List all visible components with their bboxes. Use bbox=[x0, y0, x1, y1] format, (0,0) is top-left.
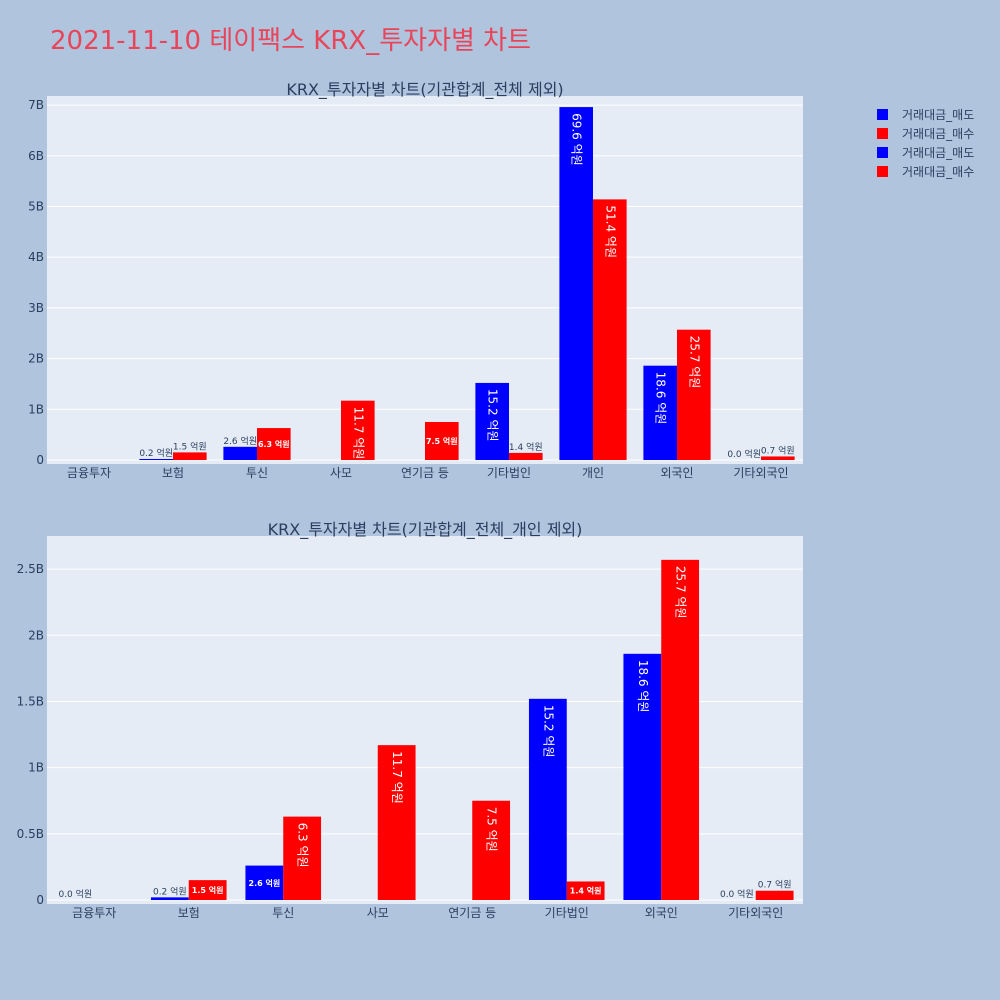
x-tick-label: 투신 bbox=[272, 906, 294, 920]
x-tick-label: 금융투자 bbox=[72, 906, 116, 920]
x-tick-label: 기타외국인 bbox=[728, 906, 783, 920]
bar-buy bbox=[509, 452, 543, 460]
x-tick-label: 보험 bbox=[178, 906, 200, 920]
y-tick-label: 0.5B bbox=[17, 827, 44, 841]
x-tick-label: 사모 bbox=[330, 466, 352, 480]
x-tick-label: 연기금 등 bbox=[448, 906, 496, 920]
data-label: 1.5 억원 bbox=[173, 440, 207, 452]
legend-label: 거래대금_매수 bbox=[902, 165, 974, 179]
bar-buy bbox=[755, 890, 794, 900]
bar-sell bbox=[559, 107, 593, 460]
legend-label: 거래대금_매도 bbox=[902, 146, 974, 160]
y-tick-label: 6B bbox=[28, 149, 44, 163]
y-tick-label: 0 bbox=[36, 453, 44, 467]
bar-buy bbox=[188, 880, 227, 900]
bar-sell bbox=[150, 897, 189, 900]
bar-sell bbox=[623, 653, 662, 900]
data-label: 0.0 억원 bbox=[727, 448, 761, 460]
chart-title: KRX_투자자별 차트(기관합계_전체_개인 제외) bbox=[268, 520, 583, 540]
y-tick-label: 7B bbox=[28, 98, 44, 112]
data-label: 0.7 억원 bbox=[761, 444, 795, 456]
bar-buy bbox=[341, 400, 375, 460]
x-tick-label: 투신 bbox=[246, 466, 268, 480]
x-tick-label: 외국인 bbox=[645, 906, 678, 920]
data-label: 0.0 억원 bbox=[720, 888, 754, 900]
data-label: 7.5 억원 bbox=[485, 807, 499, 852]
x-tick-label: 사모 bbox=[367, 906, 389, 920]
data-label: 18.6 억원 bbox=[636, 660, 650, 713]
data-label: 25.7 억원 bbox=[674, 566, 688, 619]
data-label: 7.5 억원 bbox=[426, 436, 458, 446]
data-label: 1.5 억원 bbox=[192, 885, 224, 895]
legend-swatch bbox=[877, 166, 888, 177]
bar-sell bbox=[475, 382, 509, 460]
bar-sell bbox=[139, 458, 173, 460]
x-tick-label: 개인 bbox=[582, 466, 604, 480]
bar-buy bbox=[173, 452, 207, 460]
chart-title: KRX_투자자별 차트(기관합계_전체 제외) bbox=[286, 80, 563, 100]
y-tick-label: 2B bbox=[28, 628, 44, 642]
bar-buy bbox=[566, 881, 605, 900]
y-tick-label: 5B bbox=[28, 199, 44, 213]
data-label: 15.2 억원 bbox=[486, 389, 500, 442]
y-tick-label: 1B bbox=[28, 761, 44, 775]
data-label: 51.4 억원 bbox=[603, 205, 617, 258]
data-label: 2.6 억원 bbox=[249, 878, 281, 888]
data-label: 2.6 억원 bbox=[223, 435, 257, 447]
bar-buy bbox=[283, 816, 322, 900]
legend-label: 거래대금_매수 bbox=[902, 127, 974, 141]
bar-sell bbox=[223, 446, 257, 460]
legend-swatch bbox=[877, 128, 888, 139]
data-label: 11.7 억원 bbox=[351, 407, 365, 460]
bar-buy bbox=[472, 800, 511, 900]
x-tick-label: 금융투자 bbox=[67, 466, 111, 480]
bar-buy bbox=[425, 421, 459, 460]
legend-label: 거래대금_매도 bbox=[902, 108, 974, 122]
y-tick-label: 2.5B bbox=[17, 562, 44, 576]
legend-swatch bbox=[877, 109, 888, 120]
legend-swatch bbox=[877, 147, 888, 158]
y-tick-label: 1B bbox=[28, 402, 44, 416]
data-label: 11.7 억원 bbox=[390, 751, 404, 804]
data-label: 25.7 억원 bbox=[687, 336, 701, 389]
data-label: 6.3 억원 bbox=[296, 823, 310, 868]
data-label: 0.7 억원 bbox=[758, 879, 792, 891]
x-tick-label: 기타법인 bbox=[487, 466, 531, 480]
bar-sell bbox=[528, 698, 567, 900]
data-label: 15.2 억원 bbox=[541, 705, 555, 758]
data-label: 1.4 억원 bbox=[509, 441, 543, 453]
page-title: 2021-11-10 테이팩스 KRX_투자자별 차트 bbox=[50, 26, 532, 56]
y-tick-label: 4B bbox=[28, 250, 44, 264]
x-tick-label: 연기금 등 bbox=[401, 466, 449, 480]
bar-buy bbox=[593, 199, 627, 460]
bar-buy bbox=[677, 329, 711, 460]
x-tick-label: 보험 bbox=[162, 466, 184, 480]
x-tick-label: 기타외국인 bbox=[733, 466, 788, 480]
data-label: 0.2 억원 bbox=[153, 885, 187, 897]
bar-buy bbox=[257, 428, 291, 460]
x-tick-label: 외국인 bbox=[660, 466, 693, 480]
data-label: 1.4 억원 bbox=[570, 886, 602, 896]
bar-buy bbox=[761, 456, 795, 460]
data-label: 18.6 억원 bbox=[654, 372, 668, 425]
data-label: 6.3 억원 bbox=[258, 439, 290, 449]
bar-sell bbox=[643, 365, 677, 460]
y-tick-label: 3B bbox=[28, 301, 44, 315]
bar-buy bbox=[377, 745, 416, 900]
data-label: 0.0 억원 bbox=[58, 888, 92, 900]
x-tick-label: 기타법인 bbox=[545, 906, 589, 920]
y-tick-label: 1.5B bbox=[17, 694, 44, 708]
data-label: 0.2 억원 bbox=[139, 447, 173, 459]
data-label: 69.6 억원 bbox=[570, 113, 584, 166]
y-tick-label: 2B bbox=[28, 352, 44, 366]
y-tick-label: 0 bbox=[36, 893, 44, 907]
bar-sell bbox=[245, 865, 284, 900]
bar-buy bbox=[661, 559, 700, 900]
